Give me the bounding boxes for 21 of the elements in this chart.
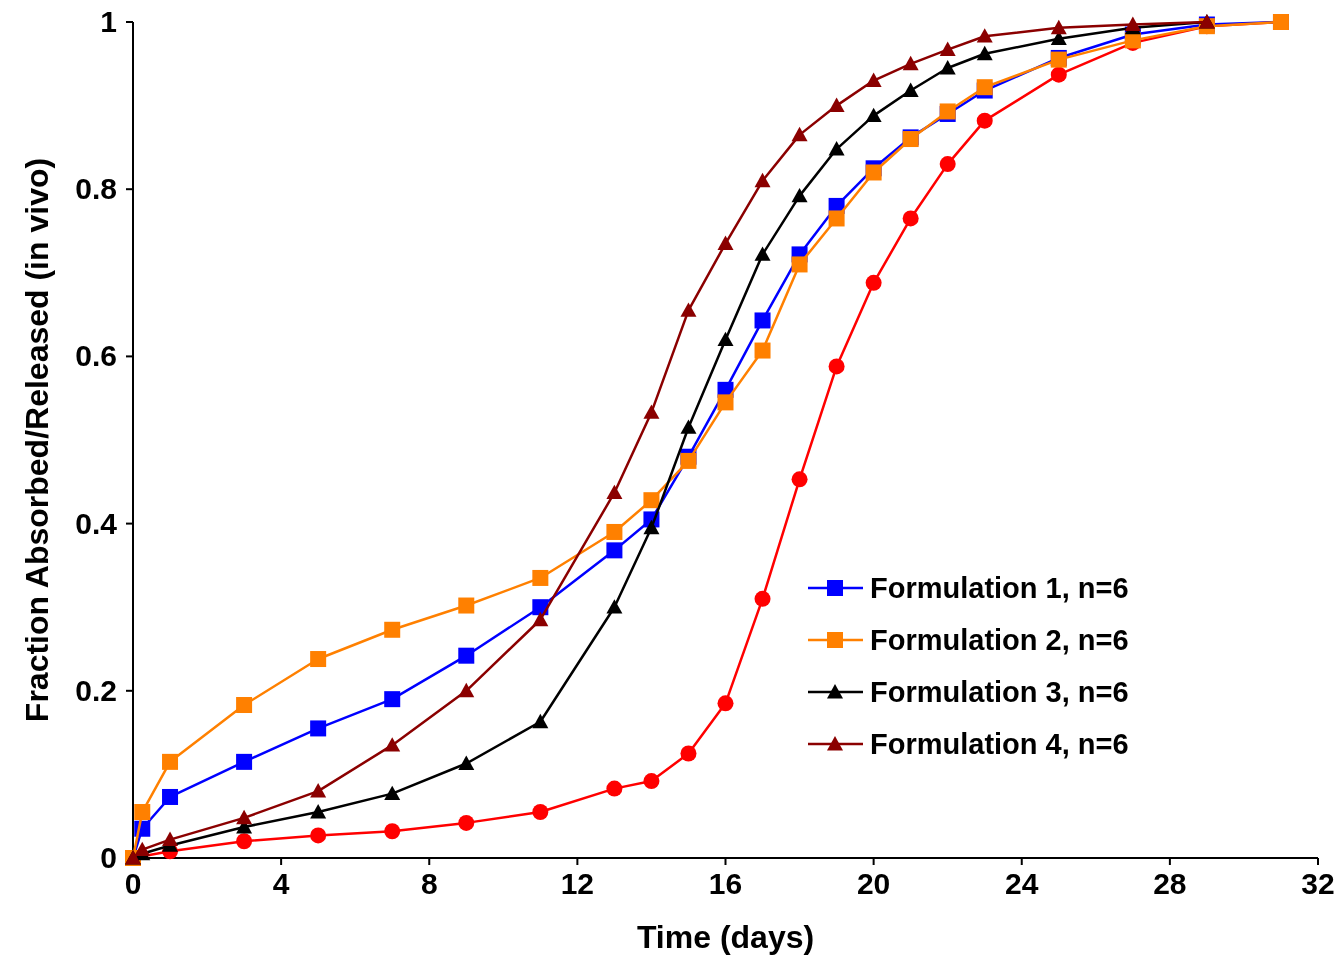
legend-label: Formulation 1, n=6 xyxy=(870,572,1129,604)
legend-label: Formulation 3, n=6 xyxy=(870,676,1129,708)
legend-label: Formulation 2, n=6 xyxy=(870,624,1129,656)
x-tick-label: 12 xyxy=(560,867,595,900)
x-tick-label: 20 xyxy=(856,867,891,900)
y-tick-label: 0.4 xyxy=(75,506,118,540)
y-axis-title: Fraction Absorbed/Released (in vivo) xyxy=(19,157,55,723)
legend-label: Formulation 4, n=6 xyxy=(870,728,1129,760)
x-tick-label: 24 xyxy=(1005,867,1039,900)
x-tick-label: 28 xyxy=(1153,867,1187,900)
y-tick-label: 0.8 xyxy=(75,172,117,206)
y-tick-label: 1 xyxy=(100,5,117,38)
x-tick-label: 8 xyxy=(420,867,438,900)
x-axis-title: Time (days) xyxy=(636,919,815,955)
x-tick-label: 32 xyxy=(1301,867,1335,900)
x-tick-label: 16 xyxy=(708,867,743,900)
y-tick-label: 0.6 xyxy=(75,339,117,373)
y-tick-label: 0 xyxy=(100,841,117,874)
x-tick-label: 0 xyxy=(124,867,142,900)
x-tick-label: 4 xyxy=(272,867,290,900)
y-tick-label: 0.2 xyxy=(75,673,117,707)
